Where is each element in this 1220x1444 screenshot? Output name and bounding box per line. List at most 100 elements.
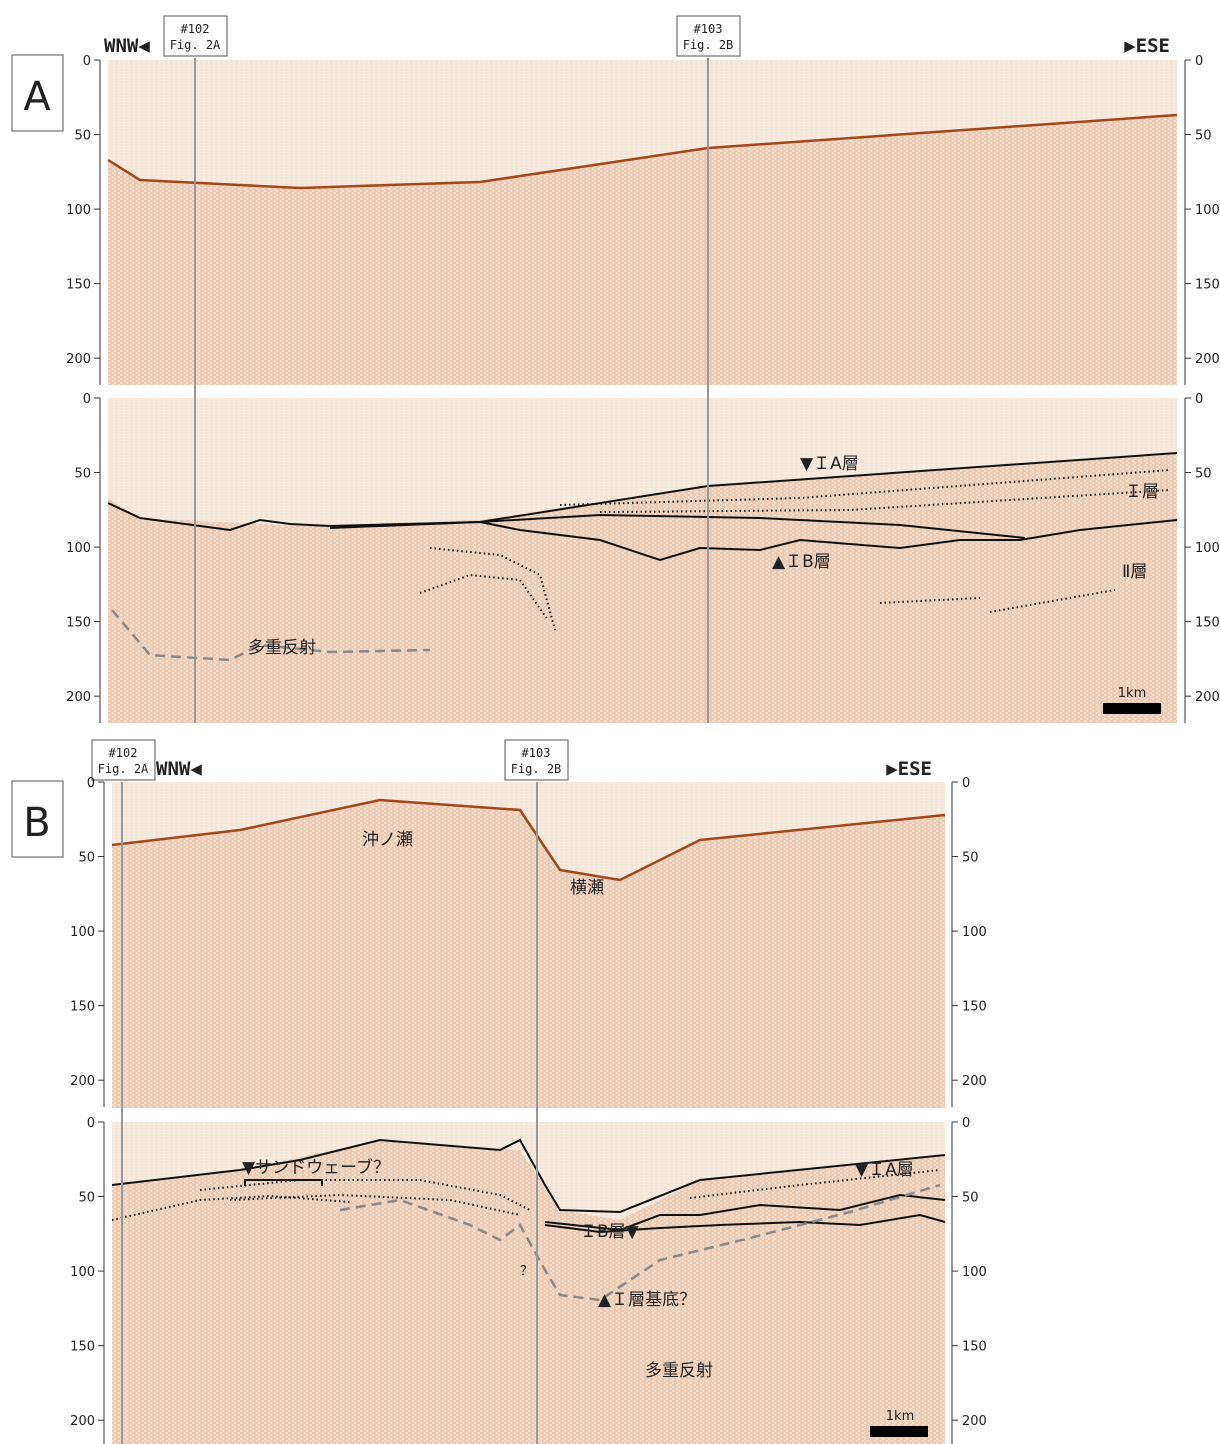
water [108,60,1177,188]
horizon-ib [544,1213,946,1234]
marker-line: #102 [109,746,138,760]
marker-box [676,15,741,57]
marker-line: #103 [522,746,551,760]
panel-label-box [11,780,64,858]
y-tick-label: 200 [1195,690,1220,705]
annotation: ▼ＩA層 [800,454,859,474]
y-tick-label: 50 [1195,467,1212,482]
panel-b: B WNW◀ ▶ESE #102 Fig. 2A #103 Fig. 2B 沖ノ… [11,739,946,1444]
y-tick-label: 100 [70,925,95,940]
y-tick-label: 0 [87,1116,95,1131]
y-tick-label: 50 [1195,129,1212,144]
y-tick-label: 0 [87,776,95,791]
reflector [689,1169,941,1199]
y-tick-label: 50 [74,129,91,144]
y-tick-label: 0 [1195,392,1203,407]
scale-label: 1km [1118,686,1146,701]
horizon-ia [111,1138,946,1214]
seafloor [107,113,1178,190]
marker-box [91,739,156,781]
y-tick-label: 100 [962,1265,987,1280]
y-tick-label: 100 [1195,541,1220,556]
marker-ref: Fig. 2B [683,38,734,52]
annotation: 多重反射 [645,1361,713,1381]
y-tick-label: 200 [962,1074,987,1089]
annotation: Ⅱ層 [1122,562,1147,582]
annotation: ▼サンドウェーブ？ [242,1157,390,1178]
y-tick-label: 150 [962,1000,987,1015]
direction-right: ▶ESE [886,758,932,780]
annotation: ？ [520,1264,533,1279]
reflector [111,1194,351,1221]
profile-raw [112,782,945,1108]
multiple [339,1183,941,1302]
y-tick-label: 50 [78,1191,95,1206]
annotation: ▼ＩA層 [855,1160,914,1180]
y-tick-label: 200 [70,1414,95,1429]
y-tick-label: 0 [83,54,91,69]
panel-a: A WNW◀ ▶ESE #102 Fig. 2A #103 Fig. 2B ▼Ｉ… [11,15,1178,723]
y-tick-label: 200 [1195,352,1220,367]
y-tick-label: 100 [66,541,91,556]
marker-box [504,739,569,781]
y-tick-label: 50 [74,467,91,482]
panel-label: A [23,74,51,120]
y-tick-label: 50 [962,1191,979,1206]
y-tick-label: 150 [70,1000,95,1015]
annotation: 横瀬 [570,878,604,898]
marker-ref: Fig. 2B [511,762,562,776]
marker-ref: Fig. 2A [170,38,221,52]
horizon [544,1193,946,1232]
reflector [989,589,1116,613]
y-tick-label: 150 [66,616,91,631]
y-tick-label: 150 [70,1340,95,1355]
y-tick-label: 0 [1195,54,1203,69]
direction-left: WNW◀ [156,758,202,780]
annotation: 沖ノ瀬 [362,830,413,850]
annotation: Ｉ層 [1125,482,1159,502]
multiple [111,609,431,662]
horizon-ib [329,519,1178,562]
y-tick-label: 150 [1195,278,1220,293]
y-tick-label: 100 [70,1265,95,1280]
y-tick-label: 100 [962,925,987,940]
scale-label: 1km [886,1409,914,1424]
annotation: ▲ＩB層 [772,552,831,572]
y-tick-label: 50 [962,851,979,866]
bracket [244,1179,323,1186]
direction-left: WNW◀ [104,35,150,57]
y-tick-label: 150 [962,1340,987,1355]
marker-line: #102 [181,22,210,36]
reflector [559,469,1171,506]
scale-bar [1103,703,1161,714]
annotation: 多重反射 [248,638,316,658]
water [112,1122,945,1220]
panel-label-box [11,54,64,132]
annotation: ▲Ｉ層基底？ [598,1290,696,1310]
y-tick-label: 150 [1195,616,1220,631]
panel-label: B [23,800,50,846]
y-tick-label: 0 [962,776,970,791]
direction-right: ▶ESE [1124,35,1170,57]
marker-box [163,15,228,57]
reflector [879,597,981,604]
marker-ref: Fig. 2A [98,762,149,776]
y-tick-label: 100 [1195,203,1220,218]
y-tick-label: 200 [66,352,91,367]
horizon-ia [107,452,1178,532]
water [108,398,1177,526]
seafloor [111,798,946,882]
horizon [479,513,1026,539]
y-tick-label: 0 [962,1116,970,1131]
y-tick-label: 200 [66,690,91,705]
scale-bar [870,1426,928,1437]
y-tick-label: 100 [66,203,91,218]
y-tick-label: 200 [70,1074,95,1089]
water [112,782,945,880]
reflector [229,1193,521,1216]
y-tick-label: 50 [78,851,95,866]
y-tick-label: 0 [83,392,91,407]
annotation: ＩB層▼ [580,1222,640,1242]
reflector [599,489,1171,513]
